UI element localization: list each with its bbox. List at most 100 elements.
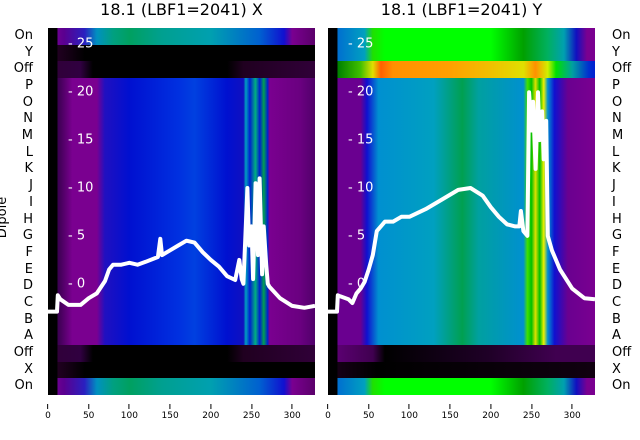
inner-y-tick-label: - 25 — [68, 36, 94, 52]
row-label: K — [612, 161, 621, 177]
row-label: F — [612, 244, 620, 260]
row-label: D — [612, 278, 623, 294]
inner-y-tick-label: - 25 — [348, 36, 374, 52]
x-tick-label: 100 — [401, 404, 418, 421]
row-label: X — [24, 361, 33, 377]
row-label: G — [22, 228, 33, 244]
heatmap-row-l — [48, 144, 315, 162]
heatmap-row-p — [48, 78, 315, 96]
line-overlay — [328, 90, 595, 314]
x-tick-label: 200 — [202, 404, 219, 421]
x-tick-label: 100 — [121, 404, 138, 421]
heatmap-row-d — [48, 278, 315, 296]
heatmap-row-on — [48, 378, 315, 395]
row-label: C — [612, 294, 622, 310]
row-label: G — [612, 228, 623, 244]
heatmap-row-y — [48, 44, 315, 62]
heatmap-row-on — [328, 378, 595, 395]
row-label: P — [612, 78, 620, 94]
x-tick-label: 0 — [325, 404, 331, 421]
inner-y-tick-label: - 15 — [68, 132, 94, 148]
x-tick-label: 250 — [523, 404, 540, 421]
row-label: E — [612, 261, 621, 277]
heatmap-row-f — [48, 244, 315, 263]
heatmap-row-a — [48, 328, 315, 346]
row-label: M — [612, 128, 624, 144]
row-label: Off — [13, 61, 33, 77]
heatmap-row-c — [48, 294, 315, 313]
heatmap-row-b — [328, 311, 595, 329]
line-overlay — [48, 176, 315, 314]
heatmap-row-n — [48, 111, 315, 129]
heatmap-row-o — [48, 94, 315, 112]
heatmap-row-off — [328, 61, 595, 79]
row-label: I — [29, 194, 33, 210]
row-label: X — [612, 361, 621, 377]
row-label: Off — [13, 344, 33, 360]
heatmap-row-x — [48, 361, 315, 379]
row-label: On — [14, 28, 33, 43]
row-label: A — [612, 328, 621, 344]
inner-y-tick-label: - 10 — [68, 180, 94, 196]
row-label: J — [29, 178, 33, 194]
heatmap-row-off — [48, 344, 315, 363]
heatmap-row-m — [48, 128, 315, 146]
row-label: D — [22, 278, 33, 294]
heatmap-row-x — [328, 361, 595, 379]
row-label: K — [24, 161, 33, 177]
row-label: N — [23, 111, 33, 127]
x-tick-label: 300 — [564, 404, 581, 421]
heatmap-panel-x: - 25 - 20 - 15 - 10 - 5 - 0 — [48, 28, 315, 395]
heatmap-row-on — [328, 28, 595, 46]
heatmap-row-e — [328, 261, 595, 279]
chart-title-x: 18.1 (LBF1=2041) X — [100, 0, 263, 19]
row-label: B — [24, 311, 33, 327]
row-label: On — [14, 378, 33, 394]
series-line — [48, 176, 315, 314]
row-label: L — [612, 144, 620, 160]
row-label: L — [25, 144, 33, 160]
inner-y-tick-label: - 5 — [348, 228, 366, 244]
row-label: On — [612, 28, 631, 43]
x-tick-label: 300 — [284, 404, 301, 421]
x-tick-label: 250 — [243, 404, 260, 421]
row-label: N — [612, 111, 622, 127]
heatmap-row-off — [48, 61, 315, 79]
heatmap-row-d — [328, 278, 595, 296]
series-line — [328, 90, 595, 314]
y-axis-label: Dipole — [0, 196, 11, 239]
row-label: Off — [612, 344, 632, 360]
row-label: I — [612, 194, 616, 210]
inner-y-tick-label: - 20 — [348, 84, 374, 100]
row-label: O — [612, 94, 623, 110]
heatmap-row-off — [328, 344, 595, 363]
row-label: Y — [25, 44, 33, 60]
inner-y-tick-label: - 0 — [68, 276, 86, 292]
row-label: On — [612, 378, 631, 394]
row-label: B — [612, 311, 621, 327]
row-label: P — [25, 78, 33, 94]
heatmap-row-k — [48, 161, 315, 179]
inner-y-tick-label: - 20 — [68, 84, 94, 100]
inner-y-tick-label: - 15 — [348, 132, 374, 148]
inner-y-tick-label: - 10 — [348, 180, 374, 196]
heatmap-row-f — [328, 244, 595, 263]
heatmap-row-a — [328, 328, 595, 346]
x-tick-label: 150 — [442, 404, 459, 421]
row-label: E — [24, 261, 33, 277]
x-tick-label: 150 — [162, 404, 179, 421]
row-label: Off — [612, 61, 632, 77]
heatmap-row-on — [48, 28, 315, 46]
row-label: M — [21, 128, 33, 144]
row-label: A — [24, 328, 33, 344]
row-label: H — [23, 211, 33, 227]
row-label: F — [25, 244, 33, 260]
x-tick-label: 50 — [83, 404, 94, 421]
x-tick-label: 200 — [482, 404, 499, 421]
x-tick-label: 0 — [45, 404, 51, 421]
row-label: O — [22, 94, 33, 110]
row-label: Y — [612, 44, 620, 60]
row-label: J — [612, 178, 616, 194]
heatmap-panel-y: - 25- 20- 15- 10- 5- 0 — [328, 28, 595, 395]
heatmap-row-b — [48, 311, 315, 329]
